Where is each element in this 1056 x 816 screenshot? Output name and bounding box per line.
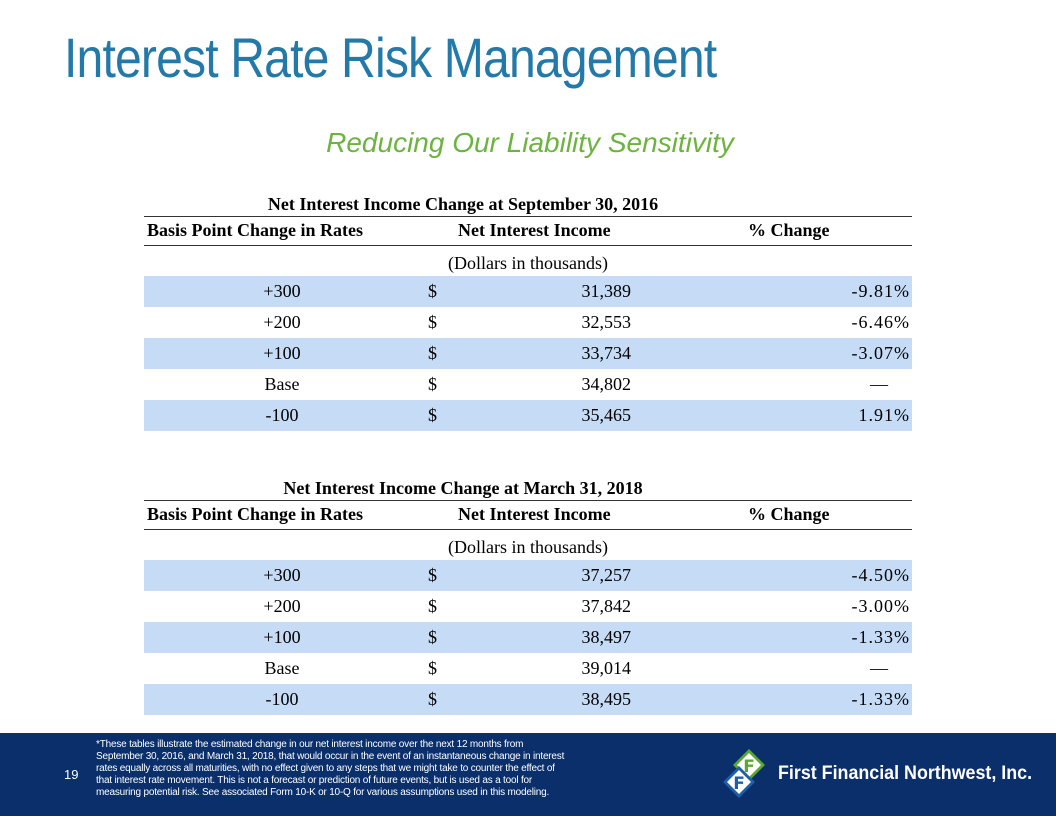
net-interest-income-cell: 35,465	[581, 405, 632, 425]
footnote-line: measuring potential risk. See associated…	[96, 787, 550, 798]
table-row: +100 $ 38,497 -1.33%	[144, 622, 912, 653]
table-row: +200 $ 32,553 -6.46%	[144, 307, 912, 338]
rate-change-cell: +200	[263, 312, 301, 332]
table-row: +100 $ 33,734 -3.07%	[144, 338, 912, 369]
percent-change-cell: -9.81%	[851, 281, 910, 301]
table-row: Base $ 34,802 —	[144, 369, 912, 400]
header-net-interest-income: Net Interest Income	[458, 220, 611, 240]
footnote-line: September 30, 2016, and March 31, 2018, …	[96, 751, 565, 762]
table-units-note: (Dollars in thousands)	[448, 253, 608, 273]
table-row: Base $ 39,014 —	[144, 653, 912, 684]
percent-change-cell: -3.07%	[851, 343, 910, 363]
table-header-row: Basis Point Change in Rates Net Interest…	[144, 500, 912, 530]
header-percent-change: % Change	[748, 504, 830, 524]
footnote-line: *These tables illustrate the estimated c…	[96, 739, 524, 750]
footnote: *These tables illustrate the estimated c…	[96, 739, 696, 799]
percent-change-cell: -3.00%	[851, 596, 910, 616]
percent-change-cell: -1.33%	[851, 627, 910, 647]
currency-symbol: $	[428, 374, 437, 394]
rate-change-cell: Base	[264, 374, 300, 394]
currency-symbol: $	[428, 627, 437, 647]
net-interest-income-cell: 38,495	[581, 689, 632, 709]
percent-change-cell: -4.50%	[851, 565, 910, 585]
footer-band: 19 *These tables illustrate the estimate…	[0, 733, 1056, 816]
net-interest-income-cell: 32,553	[581, 312, 632, 332]
first-financial-logo-icon: F F	[723, 749, 765, 798]
slide-title: Interest Rate Risk Management	[64, 26, 717, 89]
table-row: +300 $ 31,389 -9.81%	[144, 276, 912, 307]
percent-change-cell: —	[870, 658, 888, 678]
rate-change-cell: +100	[263, 627, 301, 647]
svg-text:F: F	[743, 757, 755, 777]
currency-symbol: $	[428, 312, 437, 332]
svg-text:F: F	[733, 774, 745, 794]
net-interest-income-cell: 34,802	[581, 374, 632, 394]
slide-subtitle: Reducing Our Liability Sensitivity	[326, 127, 734, 158]
rate-change-cell: -100	[265, 405, 299, 425]
currency-symbol: $	[428, 689, 437, 709]
net-interest-income-cell: 37,257	[581, 565, 632, 585]
rate-change-cell: +200	[263, 596, 301, 616]
nii-table-2016: Net Interest Income Change at September …	[144, 194, 912, 431]
currency-symbol: $	[428, 405, 437, 425]
rate-change-cell: Base	[264, 658, 300, 678]
table-row: -100 $ 38,495 -1.33%	[144, 684, 912, 715]
rate-change-cell: -100	[265, 689, 299, 709]
currency-symbol: $	[428, 565, 437, 585]
currency-symbol: $	[428, 658, 437, 678]
header-basis-point-change: Basis Point Change in Rates	[147, 220, 364, 240]
net-interest-income-cell: 39,014	[581, 658, 632, 678]
table-units-note: (Dollars in thousands)	[448, 537, 608, 557]
rate-change-cell: +100	[263, 343, 301, 363]
rate-change-cell: +300	[263, 281, 301, 301]
table-row: -100 $ 35,465 1.91%	[144, 400, 912, 431]
net-interest-income-cell: 37,842	[581, 596, 632, 616]
net-interest-income-cell: 31,389	[581, 281, 632, 301]
company-name: First Financial Northwest, Inc.	[778, 763, 1033, 784]
percent-change-cell: -6.46%	[851, 312, 910, 332]
footnote-line: rates equally across all maturities, wit…	[96, 763, 555, 774]
currency-symbol: $	[428, 596, 437, 616]
nii-table-2018: Net Interest Income Change at March 31, …	[144, 478, 912, 715]
table-caption: Net Interest Income Change at March 31, …	[283, 478, 643, 498]
table-header-row: Basis Point Change in Rates Net Interest…	[144, 216, 912, 246]
table-caption: Net Interest Income Change at September …	[267, 194, 659, 214]
currency-symbol: $	[428, 281, 437, 301]
header-percent-change: % Change	[748, 220, 830, 240]
percent-change-cell: 1.91%	[858, 405, 910, 425]
page-number: 19	[64, 767, 79, 782]
table-row: +300 $ 37,257 -4.50%	[144, 560, 912, 591]
header-basis-point-change: Basis Point Change in Rates	[147, 504, 364, 524]
header-net-interest-income: Net Interest Income	[458, 504, 611, 524]
rate-change-cell: +300	[263, 565, 301, 585]
table-row: +200 $ 37,842 -3.00%	[144, 591, 912, 622]
percent-change-cell: -1.33%	[851, 689, 910, 709]
net-interest-income-cell: 38,497	[581, 627, 632, 647]
percent-change-cell: —	[870, 374, 888, 394]
net-interest-income-cell: 33,734	[581, 343, 632, 363]
footnote-line: that interest rate movement. This is not…	[96, 775, 533, 786]
currency-symbol: $	[428, 343, 437, 363]
